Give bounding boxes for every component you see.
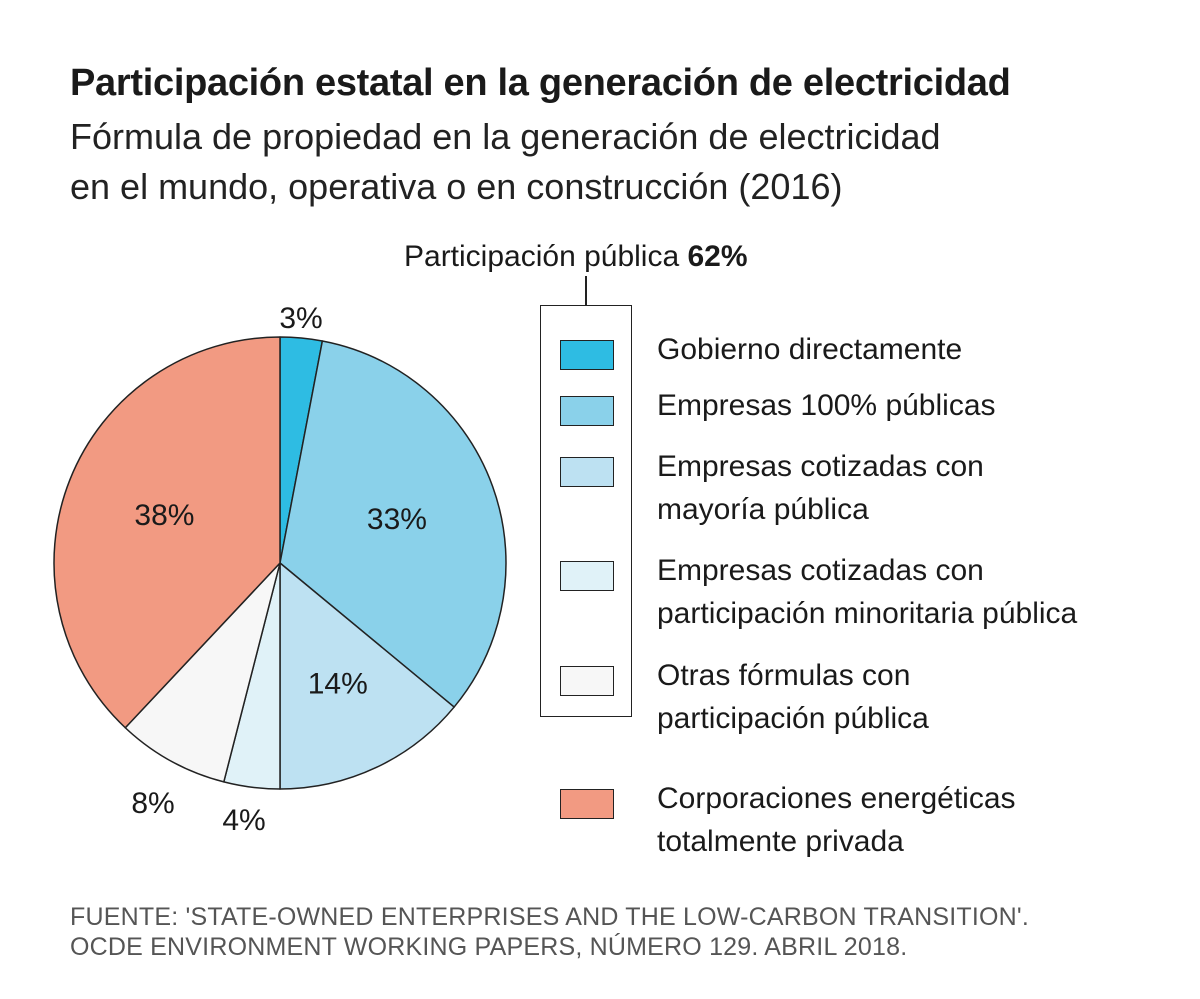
slice-label-empresas-100: 33% (367, 503, 427, 536)
public-share-value: 62% (687, 240, 748, 273)
legend-swatch-privada (560, 789, 614, 819)
pie-slice-mayoria (279, 562, 455, 790)
public-share-connector (585, 276, 587, 306)
legend-label-line: totalmente privada (657, 825, 904, 858)
legend-label-gobierno: Gobierno directamente (657, 328, 1177, 371)
pie-slice-otras (124, 562, 281, 783)
source-line-1: FUENTE: 'STATE-OWNED ENTERPRISES AND THE… (70, 903, 1030, 931)
legend-label-mayoria: Empresas cotizadas con mayoría pública (657, 445, 1177, 531)
slice-label-gobierno: 3% (279, 302, 322, 335)
legend-label-line: participación pública (657, 702, 929, 735)
legend-label-line: Otras fórmulas con (657, 659, 911, 692)
legend-label-line: Empresas cotizadas con (657, 450, 984, 483)
legend-label-empresas-100: Empresas 100% públicas (657, 384, 1177, 427)
slice-label-privada: 38% (134, 499, 194, 532)
legend-swatch-mayoria (560, 457, 614, 487)
legend-label-line: Gobierno directamente (657, 333, 963, 366)
public-share-label: Participación pública (404, 240, 680, 273)
pie-slice-empresas-100 (279, 340, 507, 708)
pie-slice-privada (53, 336, 281, 729)
public-share-bracket (540, 305, 632, 717)
slice-label-otras: 8% (131, 787, 174, 820)
chart-subtitle: Fórmula de propiedad en la generación de… (70, 112, 1120, 212)
subtitle-line-1: Fórmula de propiedad en la generación de… (70, 116, 941, 157)
legend-swatch-gobierno (560, 340, 614, 370)
legend-label-line: Empresas cotizadas con (657, 554, 984, 587)
slice-label-minoritaria: 4% (222, 804, 265, 837)
legend-label-otras: Otras fórmulas con participación pública (657, 654, 1177, 740)
legend-label-line: Empresas 100% públicas (657, 389, 996, 422)
public-share-annotation: Participación pública 62% (404, 240, 748, 274)
legend-swatch-empresas-100 (560, 396, 614, 426)
chart-title: Participación estatal en la generación d… (70, 62, 1011, 104)
source-note: FUENTE: 'STATE-OWNED ENTERPRISES AND THE… (70, 902, 1190, 962)
legend-label-minoritaria: Empresas cotizadas con participación min… (657, 549, 1177, 635)
source-line-2: OCDE ENVIRONMENT WORKING PAPERS, NÚMERO … (70, 933, 908, 961)
legend-label-line: Corporaciones energéticas (657, 782, 1016, 815)
legend-label-line: participación minoritaria pública (657, 597, 1078, 630)
subtitle-line-2: en el mundo, operativa o en construcción… (70, 166, 843, 207)
legend-label-line: mayoría pública (657, 493, 869, 526)
slice-label-mayoria: 14% (308, 668, 368, 701)
legend-label-privada: Corporaciones energéticas totalmente pri… (657, 777, 1177, 863)
legend-swatch-minoritaria (560, 561, 614, 591)
legend-swatch-otras (560, 666, 614, 696)
